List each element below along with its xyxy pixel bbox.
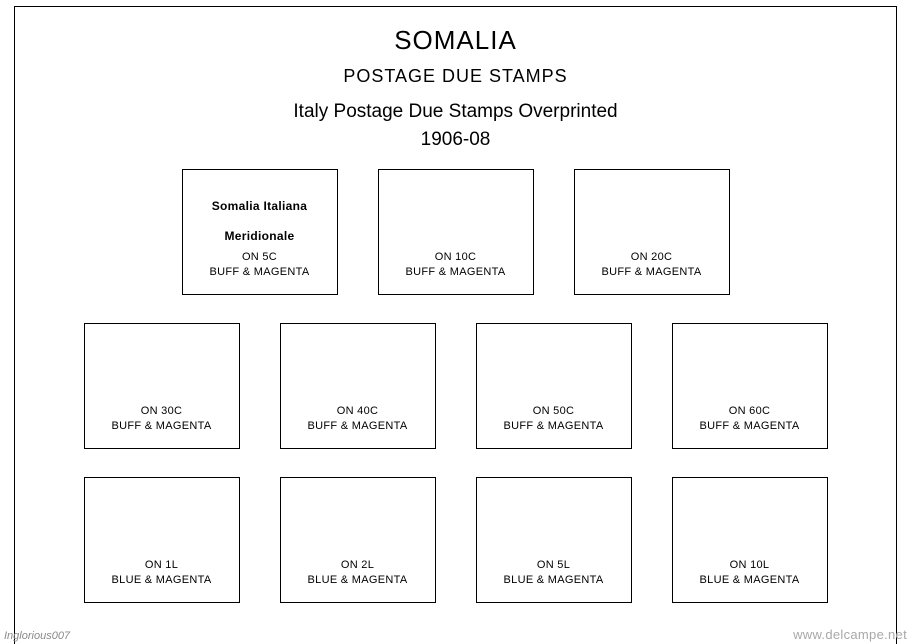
stamp-colors: BLUE & MAGENTA bbox=[504, 573, 604, 588]
stamp-slot: ON 60CBUFF & MAGENTA bbox=[672, 323, 828, 449]
stamp-denomination: ON 5C bbox=[242, 250, 277, 265]
stamp-slot: ON 20CBUFF & MAGENTA bbox=[574, 169, 730, 295]
year-range: 1906-08 bbox=[15, 129, 896, 151]
watermark-left: Inglorious007 bbox=[4, 630, 70, 642]
stamp-colors: BUFF & MAGENTA bbox=[504, 419, 604, 434]
overprint-text-top: Somalia Italiana bbox=[212, 198, 308, 214]
stamp-denomination: ON 40C bbox=[337, 404, 379, 419]
stamp-colors: BLUE & MAGENTA bbox=[700, 573, 800, 588]
stamp-denomination: ON 1L bbox=[145, 558, 178, 573]
stamp-denomination: ON 30C bbox=[141, 404, 183, 419]
stamp-slot: ON 50CBUFF & MAGENTA bbox=[476, 323, 632, 449]
stamp-row: ON 1LBLUE & MAGENTAON 2LBLUE & MAGENTAON… bbox=[15, 477, 896, 603]
stamp-colors: BLUE & MAGENTA bbox=[308, 573, 408, 588]
stamp-colors: BUFF & MAGENTA bbox=[700, 419, 800, 434]
stamp-colors: BUFF & MAGENTA bbox=[602, 265, 702, 280]
stamp-colors: BUFF & MAGENTA bbox=[210, 265, 310, 280]
stamp-denomination: ON 60C bbox=[729, 404, 771, 419]
stamp-slot: ON 1LBLUE & MAGENTA bbox=[84, 477, 240, 603]
stamp-colors: BLUE & MAGENTA bbox=[112, 573, 212, 588]
overprint-text-mid: Meridionale bbox=[225, 228, 295, 244]
stamp-denomination: ON 50C bbox=[533, 404, 575, 419]
stamp-slot: ON 10CBUFF & MAGENTA bbox=[378, 169, 534, 295]
country-title: SOMALIA bbox=[15, 25, 896, 56]
stamp-colors: BUFF & MAGENTA bbox=[308, 419, 408, 434]
stamp-denomination: ON 20C bbox=[631, 250, 673, 265]
stamp-row: ON 30CBUFF & MAGENTAON 40CBUFF & MAGENTA… bbox=[15, 323, 896, 449]
stamp-rows: Somalia ItalianaMeridionaleON 5CBUFF & M… bbox=[15, 169, 896, 603]
page-frame: SOMALIA POSTAGE DUE STAMPS Italy Postage… bbox=[14, 6, 897, 644]
stamp-slot: ON 40CBUFF & MAGENTA bbox=[280, 323, 436, 449]
stamp-row: Somalia ItalianaMeridionaleON 5CBUFF & M… bbox=[15, 169, 896, 295]
watermark-right: www.delcampe.net bbox=[793, 627, 907, 642]
stamp-slot: Somalia Italiana Meridionale ON 5CBUFF & M… bbox=[182, 169, 338, 295]
stamp-slot: ON 30CBUFF & MAGENTA bbox=[84, 323, 240, 449]
stamp-slot: ON 10LBLUE & MAGENTA bbox=[672, 477, 828, 603]
section-title: POSTAGE DUE STAMPS bbox=[15, 66, 896, 87]
stamp-colors: BUFF & MAGENTA bbox=[112, 419, 212, 434]
album-header: SOMALIA POSTAGE DUE STAMPS Italy Postage… bbox=[15, 7, 896, 151]
stamp-slot: ON 5LBLUE & MAGENTA bbox=[476, 477, 632, 603]
stamp-denomination: ON 2L bbox=[341, 558, 374, 573]
stamp-slot: ON 2LBLUE & MAGENTA bbox=[280, 477, 436, 603]
stamp-denomination: ON 10L bbox=[730, 558, 770, 573]
description-title: Italy Postage Due Stamps Overprinted bbox=[15, 101, 896, 123]
stamp-denomination: ON 10C bbox=[435, 250, 477, 265]
stamp-denomination: ON 5L bbox=[537, 558, 570, 573]
stamp-colors: BUFF & MAGENTA bbox=[406, 265, 506, 280]
